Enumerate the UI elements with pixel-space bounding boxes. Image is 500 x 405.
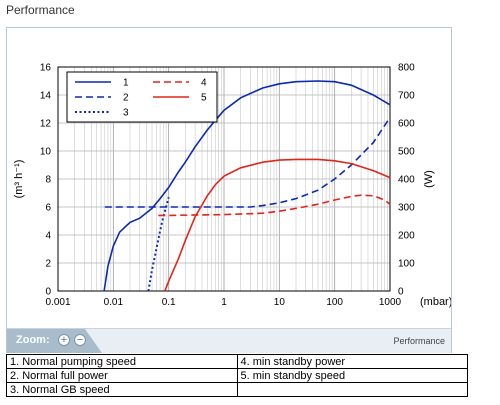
page-title: Performance — [6, 3, 75, 17]
performance-tab[interactable]: Performance — [393, 336, 445, 346]
performance-chart: 024681012141601002003004005006007008000.… — [13, 63, 451, 309]
series-line-1 — [103, 80, 391, 292]
table-cell: 1. Normal pumping speed — [6, 354, 238, 369]
y2-axis-label: (W) — [423, 170, 435, 188]
x-tick-label: 10 — [274, 297, 286, 308]
x-tick-label: 0.001 — [45, 297, 70, 308]
y-tick-label: 10 — [40, 147, 52, 158]
x-tick-label: 1 — [221, 297, 227, 308]
y-tick-label: 14 — [40, 91, 52, 102]
y2-tick-label: 800 — [398, 63, 415, 74]
x-axis-unit: (mbar) — [420, 296, 451, 308]
series-line-2 — [104, 116, 391, 208]
y-tick-label: 16 — [40, 63, 52, 74]
y-tick-label: 4 — [45, 231, 51, 242]
x-tick-label: 100 — [326, 297, 343, 308]
legend-label: 5 — [201, 93, 207, 104]
table-row: 3. Normal GB speed — [6, 382, 468, 397]
y2-tick-label: 0 — [398, 287, 404, 298]
zoom-label: Zoom: — [16, 334, 50, 346]
y-tick-label: 8 — [45, 175, 51, 186]
zoom-tab: Zoom: + − — [7, 329, 102, 353]
y-tick-label: 12 — [40, 119, 52, 130]
table-row: 2. Normal full power 5. min standby spee… — [6, 368, 468, 383]
y2-tick-label: 200 — [398, 231, 415, 242]
table-cell: 3. Normal GB speed — [6, 382, 238, 397]
y-tick-label: 2 — [45, 259, 51, 270]
table-cell: 2. Normal full power — [6, 368, 238, 383]
y2-tick-label: 300 — [398, 203, 415, 214]
table-cell: 5. min standby speed — [236, 368, 468, 383]
chart-toolbar: Zoom: + − Performance — [7, 328, 451, 353]
x-tick-label: 1000 — [379, 297, 402, 308]
zoom-in-button[interactable]: + — [58, 334, 70, 346]
y-tick-label: 6 — [45, 203, 51, 214]
y2-tick-label: 600 — [398, 119, 415, 130]
table-cell: 4. min standby power — [236, 354, 468, 369]
y-tick-label: 0 — [45, 287, 51, 298]
legend-label: 2 — [123, 93, 129, 104]
chart-panel: 0 2 4 6 8 10 12 14 16 0 100 200 300 400 500 600 700 800 0.… — [6, 27, 452, 353]
zoom-out-button[interactable]: − — [74, 334, 86, 346]
legend-label: 4 — [201, 78, 207, 89]
legend-table: 1. Normal pumping speed 4. min standby p… — [6, 354, 468, 397]
series-line-5 — [164, 158, 391, 292]
series-line-4 — [158, 194, 391, 217]
legend-label: 3 — [123, 108, 129, 119]
x-tick-label: 0.01 — [104, 297, 124, 308]
y2-tick-label: 400 — [398, 175, 415, 186]
table-row: 1. Normal pumping speed 4. min standby p… — [6, 354, 468, 369]
series-line-3 — [147, 196, 170, 292]
x-tick-label: 0.1 — [162, 297, 176, 308]
plot-frame — [57, 66, 391, 292]
y-axis-label: (m³ h⁻¹) — [13, 160, 25, 199]
table-cell — [236, 382, 468, 397]
y2-tick-label: 100 — [398, 259, 415, 270]
y2-tick-label: 700 — [398, 91, 415, 102]
y2-tick-label: 500 — [398, 147, 415, 158]
legend-label: 1 — [123, 78, 129, 89]
